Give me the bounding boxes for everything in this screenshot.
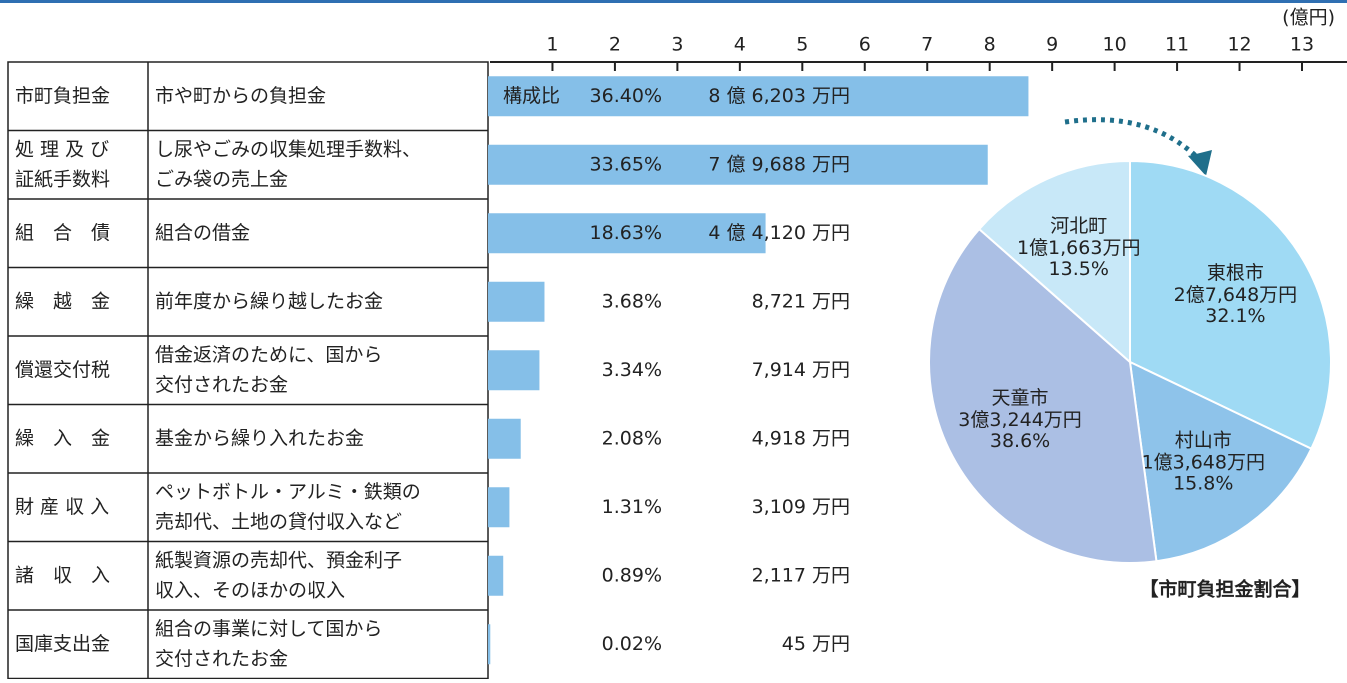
bar xyxy=(488,624,491,665)
value-label: 2,117 万円 xyxy=(752,564,850,586)
x-tick-label: 6 xyxy=(859,34,871,56)
row-name: 財 産 収 入 xyxy=(15,496,109,518)
slice-percent: 38.6% xyxy=(990,430,1050,452)
row-description: 組合の借金 xyxy=(155,222,250,244)
share-label: 36.40% xyxy=(590,85,662,107)
slice-percent: 15.8% xyxy=(1173,472,1233,494)
slice-amount: 1億3,648万円 xyxy=(1142,451,1265,473)
row-description: し尿やごみの収集処理手数料、 xyxy=(155,138,421,160)
row-name: 繰 入 金 xyxy=(15,427,110,449)
row-description: ごみ袋の売上金 xyxy=(155,168,288,190)
x-tick-label: 12 xyxy=(1227,34,1251,56)
value-label: 7 億 9,688 万円 xyxy=(708,153,850,175)
bar xyxy=(488,555,504,596)
x-tick-label: 9 xyxy=(1046,34,1058,56)
share-label: 3.68% xyxy=(602,290,662,312)
slice-name: 河北町 xyxy=(1050,215,1107,237)
row-name: 証紙手数料 xyxy=(15,168,110,190)
x-tick-label: 1 xyxy=(546,34,558,56)
row-name: 国庫支出金 xyxy=(15,633,110,655)
row-name: 償還交付税 xyxy=(15,359,110,381)
bar xyxy=(488,418,521,459)
value-label: 45 万円 xyxy=(782,633,850,655)
axis-unit: (億円) xyxy=(1282,7,1335,29)
slice-name: 天童市 xyxy=(992,387,1049,409)
share-label: 1.31% xyxy=(602,496,662,518)
row-description: 基金から繰り入れたお金 xyxy=(155,427,364,449)
value-label: 4,918 万円 xyxy=(752,427,850,449)
share-label: 33.65% xyxy=(590,153,662,175)
arrow xyxy=(1064,117,1202,162)
x-tick-label: 11 xyxy=(1165,34,1189,56)
row-description: 市や町からの負担金 xyxy=(155,85,326,107)
row-name: 処 理 及 び xyxy=(15,138,109,160)
share-heading: 構成比 xyxy=(503,85,560,107)
value-label: 7,914 万円 xyxy=(752,359,850,381)
bar xyxy=(488,213,766,254)
x-tick-label: 5 xyxy=(796,34,808,56)
share-label: 3.34% xyxy=(602,359,662,381)
bar xyxy=(488,144,988,185)
row-name: 繰 越 金 xyxy=(15,290,110,312)
x-tick-label: 4 xyxy=(734,34,746,56)
bar xyxy=(488,76,1029,117)
row-description: 交付されたお金 xyxy=(155,648,288,670)
arrow-head xyxy=(1188,150,1212,176)
row-name: 組 合 債 xyxy=(15,222,110,244)
value-label: 8 億 6,203 万円 xyxy=(708,85,850,107)
value-label: 4 億 4,120 万円 xyxy=(708,222,850,244)
x-tick-label: 8 xyxy=(984,34,996,56)
share-label: 0.02% xyxy=(602,633,662,655)
slice-percent: 32.1% xyxy=(1205,305,1265,327)
pie-slice xyxy=(1128,360,1313,563)
share-label: 18.63% xyxy=(590,222,662,244)
row-description: 交付されたお金 xyxy=(155,374,288,396)
bar xyxy=(488,487,510,528)
bar xyxy=(488,350,540,391)
x-tick-label: 13 xyxy=(1290,34,1314,56)
pie-slice xyxy=(1129,159,1332,451)
top-rule xyxy=(0,0,1347,3)
row-description: 借金返済のために、国から xyxy=(155,344,382,366)
share-label: 0.89% xyxy=(602,564,662,586)
row-name: 市町負担金 xyxy=(15,85,110,107)
bar xyxy=(488,281,545,322)
value-label: 8,721 万円 xyxy=(752,290,850,312)
pie-title: 【市町負担金割合】 xyxy=(1139,578,1310,601)
slice-name: 東根市 xyxy=(1207,262,1264,284)
row-description: 収入、そのほかの収入 xyxy=(155,579,345,601)
slice-amount: 3億3,244万円 xyxy=(958,409,1081,431)
x-tick-label: 2 xyxy=(609,34,621,56)
x-tick-label: 7 xyxy=(921,34,933,56)
share-label: 2.08% xyxy=(602,427,662,449)
slice-amount: 2億7,648万円 xyxy=(1174,284,1297,306)
x-tick-label: 10 xyxy=(1103,34,1127,56)
row-description: ペットボトル・アルミ・鉄類の xyxy=(155,481,421,503)
row-name: 諸 収 入 xyxy=(15,564,110,586)
row-description: 売却代、土地の貸付収入など xyxy=(155,511,402,533)
slice-percent: 13.5% xyxy=(1049,258,1109,280)
row-description: 前年度から繰り越したお金 xyxy=(155,290,383,312)
pie-slice xyxy=(928,227,1158,564)
pie-slice xyxy=(977,159,1131,365)
row-description: 紙製資源の売却代、預金利子 xyxy=(155,549,402,571)
value-label: 3,109 万円 xyxy=(752,496,850,518)
row-description: 組合の事業に対して国から xyxy=(155,618,382,640)
slice-amount: 1億1,663万円 xyxy=(1017,237,1140,259)
x-tick-label: 3 xyxy=(671,34,683,56)
slice-name: 村山市 xyxy=(1175,429,1232,451)
